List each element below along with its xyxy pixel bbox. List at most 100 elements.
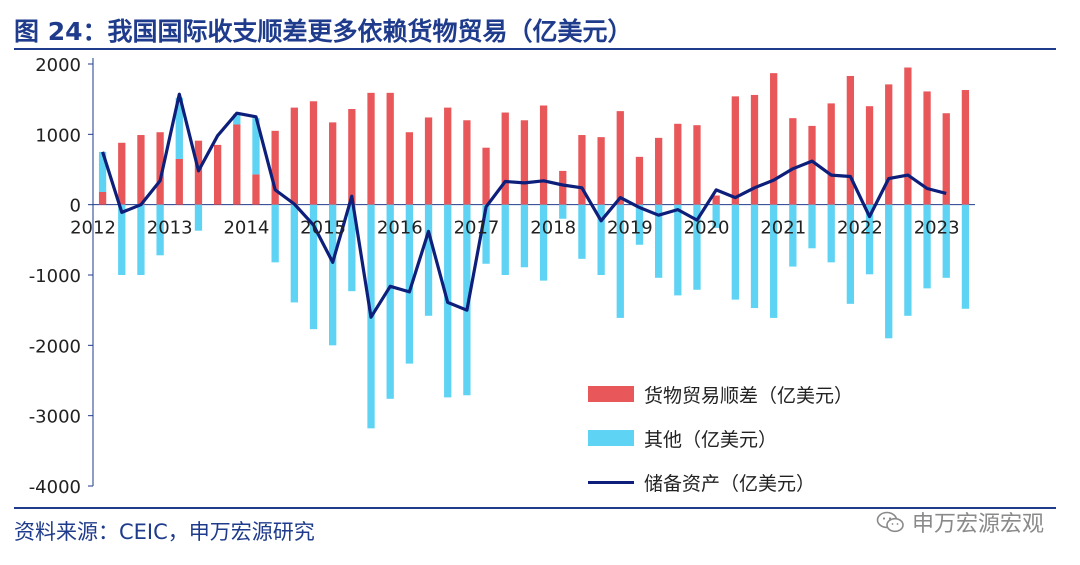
- x-tick-label: 2014: [223, 218, 269, 239]
- other-bar: [520, 204, 529, 268]
- trade-bar: [635, 156, 644, 205]
- y-tick-label: -1000: [29, 266, 81, 287]
- x-axis-labels: 2012 2013 2014 2015 2016 2017 2018 2019 2020 2021…: [70, 218, 959, 239]
- x-tick-label: 2021: [760, 218, 806, 239]
- other-bar: [635, 204, 644, 245]
- trade-bar: [233, 124, 241, 205]
- trade-bar: [252, 174, 260, 205]
- trade-bar: [539, 105, 548, 205]
- legend-swatch-reserve: [588, 480, 634, 484]
- other-bar: [789, 204, 797, 267]
- chart-title: 图 24：我国国际收支顺差更多依赖货物贸易（亿美元）: [14, 17, 633, 46]
- title-divider: [14, 48, 1056, 50]
- source-note: 资料来源：CEIC，申万宏源研究: [14, 520, 315, 544]
- other-bar: [846, 204, 855, 304]
- trade-bar: [731, 96, 739, 205]
- other-bar: [386, 204, 394, 399]
- trade-bar: [405, 132, 414, 205]
- other-bar: [674, 204, 682, 296]
- legend-item-trade: 货物贸易顺差（亿美元）: [588, 372, 853, 416]
- other-bar: [233, 113, 241, 125]
- trade-bar: [137, 135, 145, 205]
- other-bar: [654, 204, 663, 278]
- other-bar: [961, 204, 970, 309]
- trade-bar: [290, 107, 298, 205]
- other-bar: [616, 204, 624, 318]
- other-bar: [885, 204, 893, 339]
- trade-bar: [654, 137, 663, 205]
- y-tick-label: -2000: [29, 336, 81, 357]
- trade-surplus-bars: [98, 67, 970, 205]
- trade-bar: [693, 125, 701, 205]
- other-bar: [482, 204, 490, 264]
- trade-bar: [597, 137, 605, 205]
- x-tick-label: 2015: [300, 218, 346, 239]
- other-bar: [942, 204, 950, 278]
- trade-bar: [808, 125, 816, 205]
- watermark-text: 申万宏源宏观: [911, 512, 1044, 537]
- legend: 货物贸易顺差（亿美元） 其他（亿美元） 储备资产（亿美元）: [588, 372, 853, 504]
- x-tick-label: 2022: [837, 218, 883, 239]
- y-tick-label: 2000: [35, 55, 81, 76]
- other-bar: [329, 204, 337, 346]
- trade-bar: [712, 195, 720, 205]
- other-bar: [731, 204, 739, 300]
- trade-bar: [463, 120, 471, 205]
- trade-bar: [213, 144, 222, 205]
- trade-bar: [520, 120, 529, 205]
- trade-bar: [156, 132, 164, 205]
- other-bar: [827, 204, 835, 263]
- trade-bar: [616, 111, 624, 205]
- other-bar: [865, 204, 874, 275]
- trade-bar: [348, 109, 356, 205]
- trade-bar: [559, 170, 567, 205]
- legend-item-reserve: 储备资产（亿美元）: [588, 460, 853, 504]
- other-bar: [424, 204, 433, 316]
- y-tick-label: 1000: [35, 125, 81, 146]
- trade-bar: [789, 118, 797, 205]
- y-tick-label: -4000: [29, 477, 81, 498]
- other-bar: [309, 204, 318, 330]
- trade-bar: [750, 94, 759, 205]
- trade-bar: [367, 92, 375, 205]
- trade-bar: [271, 130, 279, 205]
- legend-swatch-trade: [588, 386, 634, 402]
- trade-bar: [118, 142, 126, 205]
- other-bar: [578, 204, 586, 259]
- other-bar: [175, 97, 183, 159]
- legend-swatch-other: [588, 430, 634, 446]
- trade-bar: [329, 122, 337, 205]
- legend-label-trade: 货物贸易顺差（亿美元）: [644, 384, 854, 407]
- y-tick-label: 0: [70, 196, 81, 217]
- other-bar: [559, 204, 567, 219]
- other-bar: [463, 204, 471, 396]
- other-bar: [693, 204, 701, 290]
- trade-bar: [846, 75, 855, 205]
- other-bar: [501, 204, 509, 275]
- other-bar: [271, 204, 279, 263]
- x-tick-label: 2023: [914, 218, 960, 239]
- x-tick-label: 2016: [377, 218, 423, 239]
- trade-bar: [98, 192, 107, 205]
- trade-bar: [923, 91, 931, 205]
- other-bar: [539, 204, 548, 281]
- other-bar: [156, 204, 164, 256]
- legend-label-other: 其他（亿美元）: [644, 428, 778, 451]
- trade-bar: [865, 106, 874, 205]
- trade-bar: [770, 73, 778, 205]
- x-tick-label: 2012: [70, 218, 116, 239]
- trade-bar: [175, 158, 183, 205]
- other-bar: [923, 204, 931, 289]
- other-bar: [770, 204, 778, 318]
- other-bar: [597, 204, 605, 275]
- other-bar: [904, 204, 912, 316]
- trade-bar: [309, 101, 318, 205]
- x-tick-label: 2017: [454, 218, 500, 239]
- trade-bar: [482, 147, 490, 205]
- trade-bar: [386, 92, 394, 205]
- trade-bar: [885, 84, 893, 205]
- trade-bar: [961, 90, 970, 205]
- x-tick-label: 2018: [530, 218, 576, 239]
- other-bar: [252, 118, 260, 175]
- x-tick-label: 2019: [607, 218, 653, 239]
